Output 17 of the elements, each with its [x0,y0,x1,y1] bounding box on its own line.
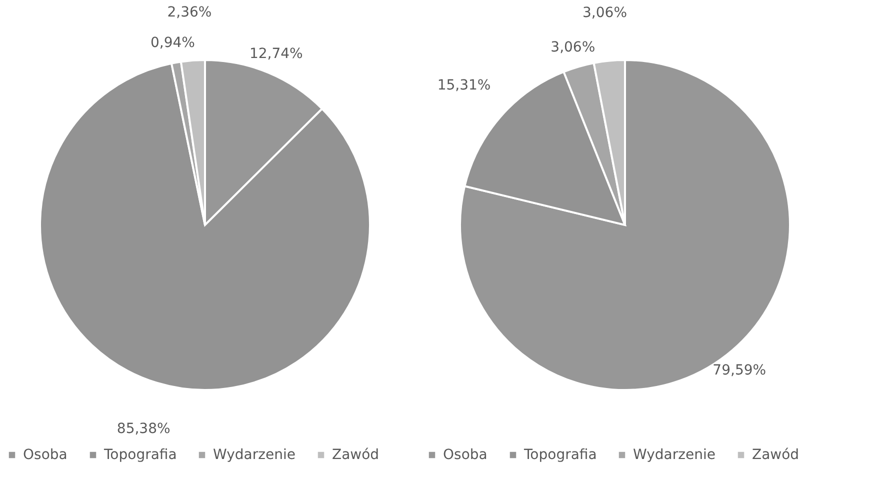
legend-label: Osoba [23,447,68,463]
legend-label: Topografia [523,447,597,463]
data-label: 3,06% [582,4,628,21]
pie-slice [39,62,371,391]
data-label: 0,94% [150,34,195,51]
data-label: 2,36% [167,4,212,21]
slice-label: Osoba [443,447,488,463]
data-label: 15,31% [437,78,491,94]
data-label: 3,06% [550,39,596,56]
legend-label: Topografia [103,447,177,463]
legend-label: Wydarzenie [213,447,296,463]
data-label: 12,74% [249,46,303,62]
legend-label: Zawód [752,447,800,463]
legend-label: Wydarzenie [633,447,716,463]
data-label: 79,59% [712,362,766,378]
data-label: 85,38% [116,420,170,437]
legend-label: Zawód [332,447,380,463]
